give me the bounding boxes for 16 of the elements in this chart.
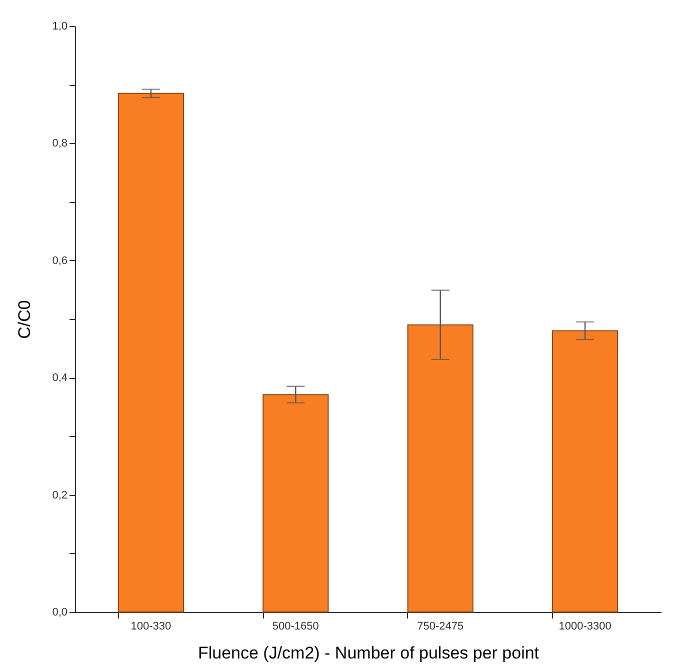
x-axis-title: Fluence (J/cm2) - Number of pulses per point [198,644,540,662]
y-tick-label: 0,8 [52,138,68,150]
y-tick-label: 0,2 [52,489,68,502]
y-tick-label: 0,6 [52,254,68,267]
x-tick-label: 100-330 [130,620,172,632]
x-tick-label: 750-2475 [417,620,464,632]
y-tick-label: 1,0 [52,20,68,32]
y-tick-label: 0,0 [52,606,68,618]
x-tick-label: 500-1650 [272,620,319,632]
y-tick-label: 0,4 [52,372,68,384]
y-axis-title: C/C0 [15,300,34,339]
bar [407,324,474,612]
bar [118,92,184,612]
bar [262,394,329,612]
bar [552,330,618,612]
x-tick-label: 1000-3300 [558,620,612,632]
